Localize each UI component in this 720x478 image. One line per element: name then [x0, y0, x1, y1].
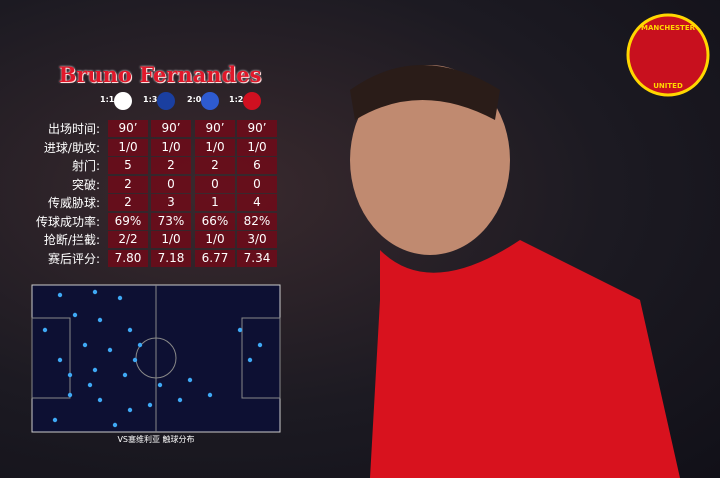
touch-dot [122, 372, 128, 378]
touch-dot [247, 357, 253, 363]
stat-value: 2/2 [108, 231, 148, 248]
row-label: 传球成功率: [35, 214, 100, 229]
stat-value: 5 [108, 157, 148, 174]
touch-dot [97, 317, 103, 323]
stat-value: 3 [151, 194, 191, 211]
stat-value: 90’ [151, 120, 191, 137]
match-score: 1:1 [100, 95, 115, 104]
touch-dot [257, 342, 263, 348]
match-score: 2:0 [187, 95, 202, 104]
stat-value: 0 [195, 175, 235, 193]
stat-value: 4 [237, 194, 277, 211]
touch-dot [107, 347, 113, 353]
touch-dot [147, 402, 153, 408]
row-label: 射门: [71, 159, 100, 173]
stat-value: 1/0 [108, 138, 148, 156]
touch-dot [67, 392, 73, 398]
team-badge [243, 92, 261, 110]
touch-dot [92, 289, 98, 295]
touch-dot [82, 342, 88, 348]
stat-value: 90’ [237, 120, 277, 137]
stat-value: 2 [151, 157, 191, 174]
touch-dot [132, 357, 138, 363]
touch-dot [157, 382, 163, 388]
stat-value: 1/0 [195, 138, 235, 156]
stat-value: 3/0 [237, 231, 277, 248]
stat-value: 6 [237, 157, 277, 174]
touch-points [42, 289, 263, 428]
pitch-circle [135, 337, 177, 379]
touch-dot [57, 292, 63, 298]
touch-dot [177, 397, 183, 403]
stat-value: 2 [108, 194, 148, 211]
stat-value: 1/0 [151, 231, 191, 248]
pitch-box [31, 317, 71, 399]
row-label: 抢断/拦截: [43, 233, 100, 247]
player-shirt [370, 240, 680, 478]
stat-value: 6.77 [195, 249, 235, 267]
stat-value: 7.80 [108, 249, 148, 267]
stat-value: 1/0 [237, 138, 277, 156]
touch-dot [87, 382, 93, 388]
stat-value: 90’ [108, 120, 148, 137]
stat-value: 1/0 [151, 138, 191, 156]
touch-dot [67, 372, 73, 378]
stat-value: 2 [108, 175, 148, 193]
touch-dot [92, 367, 98, 373]
title: Bruno Fernandes [58, 62, 262, 87]
club-badge [626, 13, 710, 97]
stat-value: 7.34 [237, 249, 277, 267]
touch-dot [187, 377, 193, 383]
stat-value: 73% [151, 212, 191, 230]
stat-value: 2 [195, 157, 235, 174]
team-badge [201, 92, 219, 110]
stat-value: 0 [237, 175, 277, 193]
stat-value: 90’ [195, 120, 235, 137]
stat-value: 1 [195, 194, 235, 211]
player-head [350, 65, 510, 255]
stat-value: 7.18 [151, 249, 191, 267]
row-label: 传威胁球: [47, 196, 100, 210]
pitch-box [241, 317, 281, 399]
touch-dot [42, 327, 48, 333]
badge-top-text: MANCHESTER [641, 24, 696, 32]
match-score: 1:2 [229, 95, 244, 104]
touch-dot [112, 422, 118, 428]
pitch-caption: VS塞维利亚 触球分布 [117, 435, 195, 444]
team-badge [114, 92, 132, 110]
touch-dot [127, 407, 133, 413]
match-score: 1:3 [143, 95, 158, 104]
team-badge [157, 92, 175, 110]
touch-dot [137, 342, 143, 348]
player-hair [350, 65, 500, 120]
row-label: 进球/助攻: [43, 140, 100, 155]
touch-dot [72, 312, 78, 318]
row-label: 出场时间: [47, 122, 100, 136]
touch-dot [97, 397, 103, 403]
row-label: 赛后评分: [47, 251, 100, 266]
stat-value: 1/0 [195, 231, 235, 248]
stat-value: 69% [108, 212, 148, 230]
stat-value: 82% [237, 212, 277, 230]
touch-dot [52, 417, 58, 423]
stat-value: 66% [195, 212, 235, 230]
touch-dot [127, 327, 133, 333]
badge-bottom-text: UNITED [653, 82, 683, 90]
touch-dot [117, 295, 123, 301]
stat-value: 0 [151, 175, 191, 193]
touch-dot [57, 357, 63, 363]
row-label: 突破: [71, 177, 100, 192]
touch-dot [237, 327, 243, 333]
touch-dot [207, 392, 213, 398]
